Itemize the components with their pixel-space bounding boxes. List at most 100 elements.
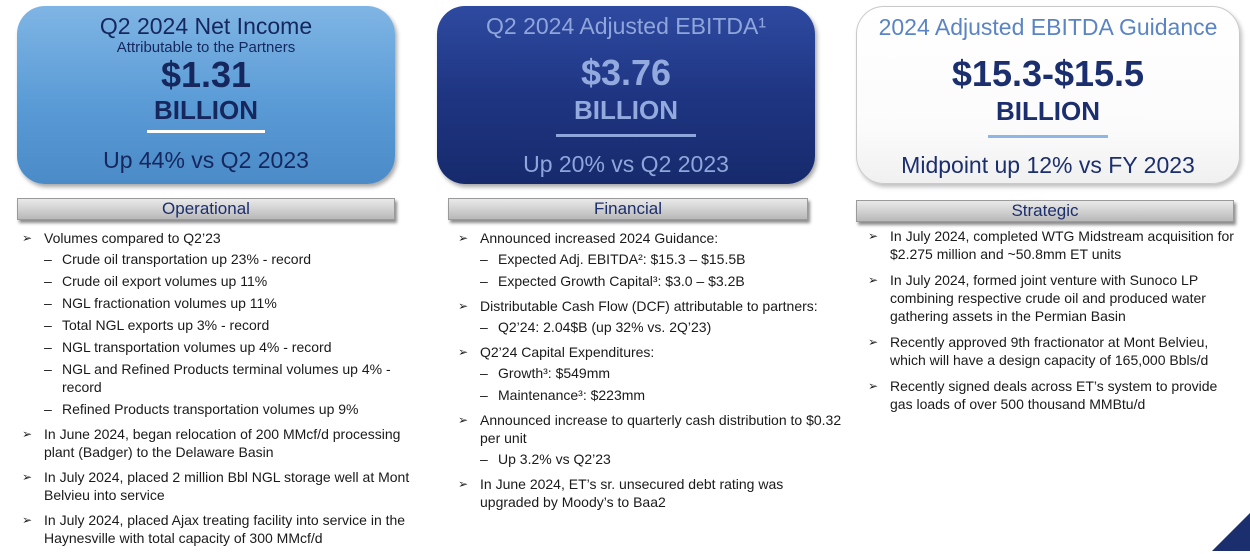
sub-list: – Growth³: $549mm – Maintenance³: $223mm xyxy=(480,364,843,404)
list-item: ➢ Announced increased 2024 Guidance: – Expe… xyxy=(458,229,843,290)
list-item: ➢ Q2’24 Capital Expenditures: – Growth³: $5… xyxy=(458,343,843,404)
arrow-bullet-icon: ➢ xyxy=(22,427,33,441)
card-unit: BILLION xyxy=(574,95,678,125)
bullet-text: Recently signed deals across ET’s system… xyxy=(890,378,1218,412)
arrow-bullet-icon: ➢ xyxy=(868,335,879,349)
arrow-bullet-icon: ➢ xyxy=(22,513,33,527)
arrow-bullet-icon: ➢ xyxy=(868,379,879,393)
dash-bullet-icon: – xyxy=(44,339,52,355)
list-item: ➢ Recently approved 9th fractionator at M… xyxy=(868,333,1240,369)
card-subtitle: Attributable to the Partners xyxy=(116,39,296,56)
card-footer: Up 20% vs Q2 2023 xyxy=(523,151,729,177)
dash-bullet-icon: – xyxy=(44,251,52,267)
bullet-text: In June 2024, ET’s sr. unsecured debt ra… xyxy=(480,476,784,510)
net-income-card: Q2 2024 Net Income Attributable to the P… xyxy=(17,6,395,184)
sub-list-item: – Crude oil transportation up 23% - recor… xyxy=(44,250,427,268)
arrow-bullet-icon: ➢ xyxy=(458,345,469,359)
corner-accent xyxy=(1212,513,1250,551)
bullet-text: In July 2024, completed WTG Midstream ac… xyxy=(890,228,1234,262)
divider xyxy=(147,130,265,133)
sub-list-item: – Up 3.2% vs Q2’23 xyxy=(480,450,843,468)
sub-bullet-text: Expected Adj. EBITDA²: $15.3 – $15.5B xyxy=(498,251,746,267)
operational-list: ➢ Volumes compared to Q2’23– Crude oil tra… xyxy=(22,229,427,554)
list-item: ➢ In June 2024, began relocation of 200 M… xyxy=(22,425,427,461)
sub-bullet-text: NGL transportation volumes up 4% - recor… xyxy=(62,339,332,355)
list-item: ➢ Volumes compared to Q2’23– Crude oil tra… xyxy=(22,229,427,418)
sub-list-item: – NGL fractionation volumes up 11% xyxy=(44,294,427,312)
card-title: 2024 Adjusted EBITDA Guidance xyxy=(878,14,1218,40)
sub-list-item: – Expected Adj. EBITDA²: $15.3 – $15.5B xyxy=(480,250,843,268)
sub-bullet-text: Refined Products transportation volumes … xyxy=(62,401,359,417)
dash-bullet-icon: – xyxy=(480,365,488,381)
adjusted-ebitda-card: Q2 2024 Adjusted EBITDA¹ $3.76 BILLION U… xyxy=(437,6,815,184)
sub-bullet-text: NGL and Refined Products terminal volume… xyxy=(62,361,391,395)
sub-bullet-text: Q2’24: 2.04$B (up 32% vs. 2Q’23) xyxy=(498,319,712,335)
ebitda-guidance-card: 2024 Adjusted EBITDA Guidance $15.3-$15.… xyxy=(856,6,1240,184)
sub-bullet-text: Growth³: $549mm xyxy=(498,365,611,381)
card-value: $1.31 xyxy=(160,54,252,95)
card-unit: BILLION xyxy=(996,96,1100,126)
card-value: $3.76 xyxy=(580,52,672,93)
divider xyxy=(556,134,696,137)
sub-list: – Expected Adj. EBITDA²: $15.3 – $15.5B – E… xyxy=(480,250,843,290)
arrow-bullet-icon: ➢ xyxy=(458,231,469,245)
list-item: ➢ Announced increase to quarterly cash di… xyxy=(458,411,843,468)
strategic-list: ➢ In July 2024, completed WTG Midstream a… xyxy=(868,227,1240,421)
arrow-bullet-icon: ➢ xyxy=(868,273,879,287)
bullet-text: Announced increased 2024 Guidance: xyxy=(480,230,719,246)
sub-list-item: – Refined Products transportation volumes… xyxy=(44,400,427,418)
arrow-bullet-icon: ➢ xyxy=(458,299,469,313)
bullet-text: In July 2024, placed 2 million Bbl NGL s… xyxy=(44,469,410,503)
arrow-bullet-icon: ➢ xyxy=(868,229,879,243)
arrow-bullet-icon: ➢ xyxy=(458,477,469,491)
sub-list: – Crude oil transportation up 23% - recor… xyxy=(44,250,427,418)
bullet-text: Recently approved 9th fractionator at Mo… xyxy=(890,334,1209,368)
dash-bullet-icon: – xyxy=(44,361,52,377)
dash-bullet-icon: – xyxy=(44,295,52,311)
sub-bullet-text: Up 3.2% vs Q2’23 xyxy=(498,451,611,467)
sub-list-item: – NGL and Refined Products terminal volum… xyxy=(44,360,427,396)
list-item: ➢ In July 2024, placed Ajax treating faci… xyxy=(22,511,427,547)
bullet-text: Volumes compared to Q2’23 xyxy=(44,230,221,246)
dash-bullet-icon: – xyxy=(44,317,52,333)
card-value: $15.3-$15.5 xyxy=(951,53,1145,94)
card-unit: BILLION xyxy=(154,95,258,125)
sub-list-item: – Crude oil export volumes up 11% xyxy=(44,272,427,290)
sub-list-item: – Total NGL exports up 3% - record xyxy=(44,316,427,334)
dash-bullet-icon: – xyxy=(480,387,488,403)
sub-list-item: – Growth³: $549mm xyxy=(480,364,843,382)
sub-list: – Up 3.2% vs Q2’23 xyxy=(480,450,843,468)
list-item: ➢ In July 2024, formed joint venture with… xyxy=(868,271,1240,325)
bullet-text: In July 2024, formed joint venture with … xyxy=(890,272,1206,324)
arrow-bullet-icon: ➢ xyxy=(22,231,33,245)
bullet-text: Distributable Cash Flow (DCF) attributab… xyxy=(480,298,818,314)
dash-bullet-icon: – xyxy=(480,251,488,267)
financial-list: ➢ Announced increased 2024 Guidance: – Expe… xyxy=(458,229,843,518)
list-item: ➢ In June 2024, ET’s sr. unsecured debt r… xyxy=(458,475,843,511)
card-title: Q2 2024 Net Income xyxy=(99,13,313,39)
dash-bullet-icon: – xyxy=(480,319,488,335)
dash-bullet-icon: – xyxy=(44,401,52,417)
list-item: ➢ Recently signed deals across ET’s syste… xyxy=(868,377,1240,413)
strategic-heading: Strategic xyxy=(856,200,1234,222)
sub-bullet-text: Crude oil export volumes up 11% xyxy=(62,273,268,289)
bullet-text: Announced increase to quarterly cash dis… xyxy=(480,412,842,446)
financial-heading: Financial xyxy=(448,198,808,220)
bullet-text: In July 2024, placed Ajax treating facil… xyxy=(44,512,406,546)
card-title: Q2 2024 Adjusted EBITDA¹ xyxy=(486,13,766,39)
sub-list: – Q2’24: 2.04$B (up 32% vs. 2Q’23) xyxy=(480,318,843,336)
sub-list-item: – Maintenance³: $223mm xyxy=(480,386,843,404)
arrow-bullet-icon: ➢ xyxy=(22,470,33,484)
sub-bullet-text: Crude oil transportation up 23% - record xyxy=(62,251,312,267)
dash-bullet-icon: – xyxy=(480,273,488,289)
divider xyxy=(988,135,1108,138)
sub-bullet-text: Expected Growth Capital³: $3.0 – $3.2B xyxy=(498,273,745,289)
list-item: ➢ In July 2024, completed WTG Midstream a… xyxy=(868,227,1240,263)
arrow-bullet-icon: ➢ xyxy=(458,413,469,427)
card-footer: Up 44% vs Q2 2023 xyxy=(103,147,309,173)
sub-bullet-text: NGL fractionation volumes up 11% xyxy=(62,295,277,311)
dash-bullet-icon: – xyxy=(480,451,488,467)
list-item: ➢ In July 2024, placed 2 million Bbl NGL … xyxy=(22,468,427,504)
dash-bullet-icon: – xyxy=(44,273,52,289)
bullet-text: Q2’24 Capital Expenditures: xyxy=(480,344,655,360)
